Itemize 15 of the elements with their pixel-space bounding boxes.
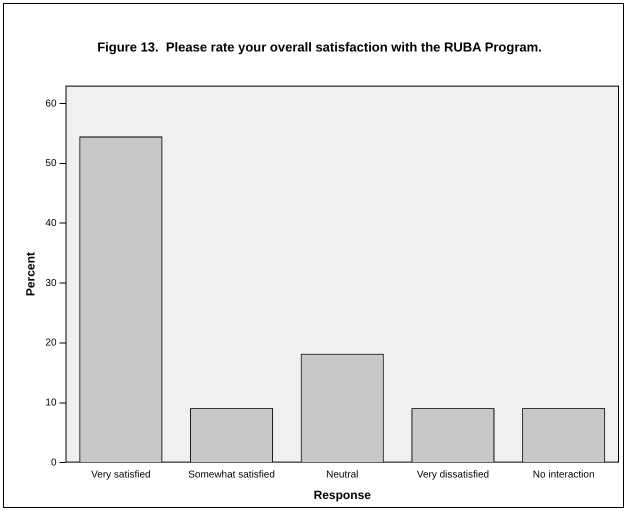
y-tick-label: 60 <box>45 98 57 110</box>
x-axis-title: Response <box>314 488 372 502</box>
x-tick-label: Somewhat satisfied <box>188 469 275 480</box>
x-tick-label: Very satisfied <box>91 469 151 480</box>
y-axis-title: Percent <box>24 252 38 296</box>
x-tick-label: No interaction <box>532 469 595 480</box>
y-tick-label: 0 <box>50 457 57 468</box>
y-tick-label: 50 <box>45 158 57 170</box>
x-tick-label: Very dissatisfied <box>416 469 490 480</box>
x-tick-label: Neutral <box>326 469 358 480</box>
chart-title: Figure 13. Please rate your overall satisfaction with the RUBA Program. <box>97 39 542 54</box>
y-tick-label: 30 <box>45 278 57 289</box>
y-tick-label: 20 <box>45 338 57 349</box>
y-tick-label: 10 <box>45 398 57 409</box>
y-tick-label: 40 <box>45 218 57 229</box>
